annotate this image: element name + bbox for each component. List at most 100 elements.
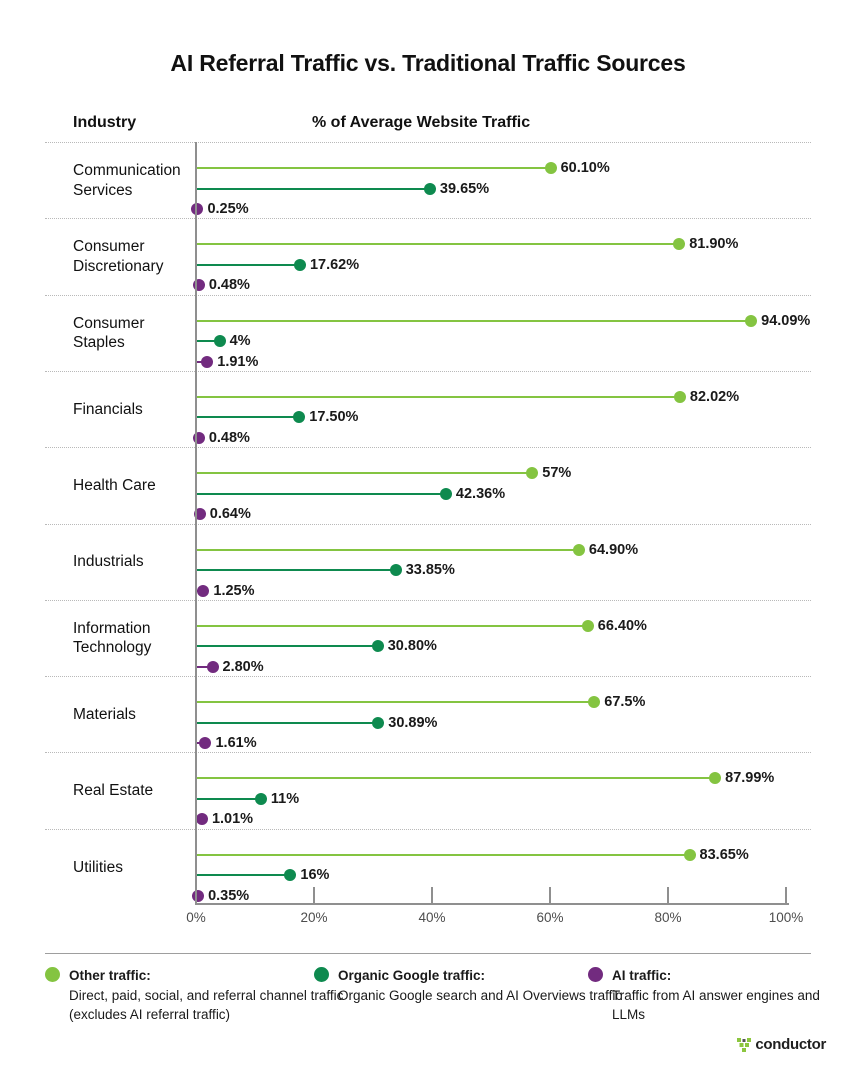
value-label: 39.65% — [439, 180, 490, 197]
ai-traffic-dot-icon — [588, 967, 603, 982]
lollipop-dot — [371, 640, 384, 653]
value-label: 64.90% — [588, 541, 639, 558]
value-label: 11% — [270, 790, 300, 807]
lollipop-dot — [745, 314, 758, 327]
industry-label: Health Care — [73, 477, 156, 495]
value-label: 2.80% — [222, 658, 264, 675]
value-label: 0.48% — [208, 429, 250, 446]
axis-tick-label: 20% — [300, 910, 328, 925]
lollipop-dot — [423, 182, 436, 195]
value-label: 33.85% — [405, 562, 455, 578]
industry-label: Industrials — [73, 553, 144, 571]
value-label: 81.90% — [689, 236, 739, 253]
value-label: 1.25% — [213, 582, 255, 599]
value-label: 17.50% — [309, 409, 359, 426]
legend-title: Other traffic: — [69, 968, 151, 983]
industry-row: Materials 67.5% 30.89% 1.61% — [45, 676, 811, 752]
axis-tick-label: 80% — [654, 910, 682, 925]
lollipop-dot — [201, 355, 214, 368]
organic-google-traffic-dot-icon — [314, 967, 329, 982]
lollipop-dot — [572, 543, 585, 556]
lollipop-dot — [673, 238, 686, 251]
lollipop-dot — [709, 772, 722, 785]
lollipop-stem — [196, 340, 220, 343]
industry-row: Financials 82.02% 17.50% 0.48% — [45, 370, 811, 447]
lollipop-stem — [196, 472, 533, 475]
axis-tick — [549, 887, 551, 903]
axis-tick-label: 60% — [536, 910, 564, 925]
axis-tick — [313, 887, 315, 903]
value-label: 4% — [229, 333, 251, 350]
value-label: 1.91% — [217, 353, 259, 370]
value-label: 17.62% — [309, 256, 360, 273]
lollipop-dot — [254, 792, 267, 805]
lollipop-stem — [196, 645, 378, 648]
value-label: 30.80% — [387, 638, 437, 655]
lollipop-stem — [196, 777, 716, 780]
lollipop-dot — [372, 716, 385, 729]
lollipop-stem — [196, 416, 300, 419]
value-label: 0.25% — [207, 201, 249, 217]
value-label: 30.89% — [388, 714, 438, 731]
value-label: 1.01% — [211, 811, 254, 828]
lollipop-dot — [191, 203, 204, 215]
column-header-industry: Industry — [73, 114, 137, 131]
industry-row: Health Care 57% 42.36% 0.64% — [45, 447, 811, 523]
chart-title: AI Referral Traffic vs. Traditional Traf… — [170, 50, 686, 76]
industry-row: Utilities 83.65% 16% 0.35% — [45, 828, 811, 905]
lollipop-dot — [206, 660, 219, 673]
value-label: 0.35% — [208, 887, 250, 904]
legend-item-other-traffic: Other traffic: Direct, paid, social, and… — [45, 966, 343, 1025]
lollipop-dot — [195, 813, 208, 826]
conductor-logo-icon — [737, 1037, 752, 1052]
value-label: 60.10% — [560, 160, 610, 176]
axis-tick — [195, 887, 197, 903]
legend-desc: Organic Google search and AI Overviews t… — [338, 987, 623, 1003]
lollipop-dot — [213, 335, 226, 348]
value-label: 1.61% — [215, 735, 257, 752]
lollipop-stem — [196, 395, 680, 398]
x-axis-baseline — [195, 903, 789, 905]
industry-label: Utilities — [73, 858, 123, 876]
lollipop-stem — [196, 701, 595, 704]
chart-rows: Communication Services 60.10% 39.65% 0.25% C… — [45, 142, 811, 905]
industry-label: Information Technology — [73, 619, 152, 657]
industry-row: Information Technology 66.40% 30.80% 2.80% — [45, 599, 811, 676]
lollipop-dot — [526, 467, 539, 480]
other-traffic-dot-icon — [45, 967, 60, 982]
value-label: 42.36% — [455, 485, 506, 502]
lollipop-dot — [293, 258, 306, 271]
legend-title: AI traffic: — [612, 968, 672, 983]
axis-tick-label: 40% — [418, 910, 446, 925]
value-label: 66.40% — [597, 617, 647, 634]
industry-row: Communication Services 60.10% 39.65% 0.25% — [45, 142, 811, 218]
industry-label: Materials — [73, 705, 136, 723]
axis-tick-label: 0% — [186, 910, 206, 925]
industry-row: Consumer Staples 94.09% 4% 1.91% — [45, 294, 811, 371]
lollipop-dot — [199, 737, 212, 750]
lollipop-dot — [683, 848, 696, 861]
legend-divider — [45, 953, 811, 954]
lollipop-dot — [293, 411, 306, 424]
value-label: 0.48% — [208, 277, 250, 294]
lollipop-stem — [196, 319, 752, 322]
lollipop-dot — [192, 889, 205, 902]
lollipop-dot — [389, 564, 402, 576]
legend-desc-2: (excludes AI referral traffic) — [69, 1007, 231, 1022]
lollipop-stem — [196, 797, 261, 800]
lollipop-dot — [673, 390, 686, 403]
industry-label: Consumer Discretionary — [73, 238, 164, 275]
legend-item-ai-traffic: AI traffic: Traffic from AI answer engin… — [588, 966, 856, 1025]
lollipop-stem — [196, 624, 588, 627]
column-header-traffic: % of Average Website Traffic — [312, 114, 531, 131]
lollipop-dot — [439, 487, 452, 500]
lollipop-stem — [196, 721, 379, 724]
industry-row: Real Estate 87.99% 11% 1.01% — [45, 752, 811, 828]
y-axis-line — [195, 142, 197, 905]
lollipop-stem — [196, 492, 446, 495]
lollipop-stem — [196, 569, 396, 571]
legend-item-organic-google-traffic: Organic Google traffic: Organic Google s… — [314, 966, 622, 1005]
value-label: 82.02% — [689, 388, 740, 405]
industry-label: Real Estate — [73, 782, 154, 800]
